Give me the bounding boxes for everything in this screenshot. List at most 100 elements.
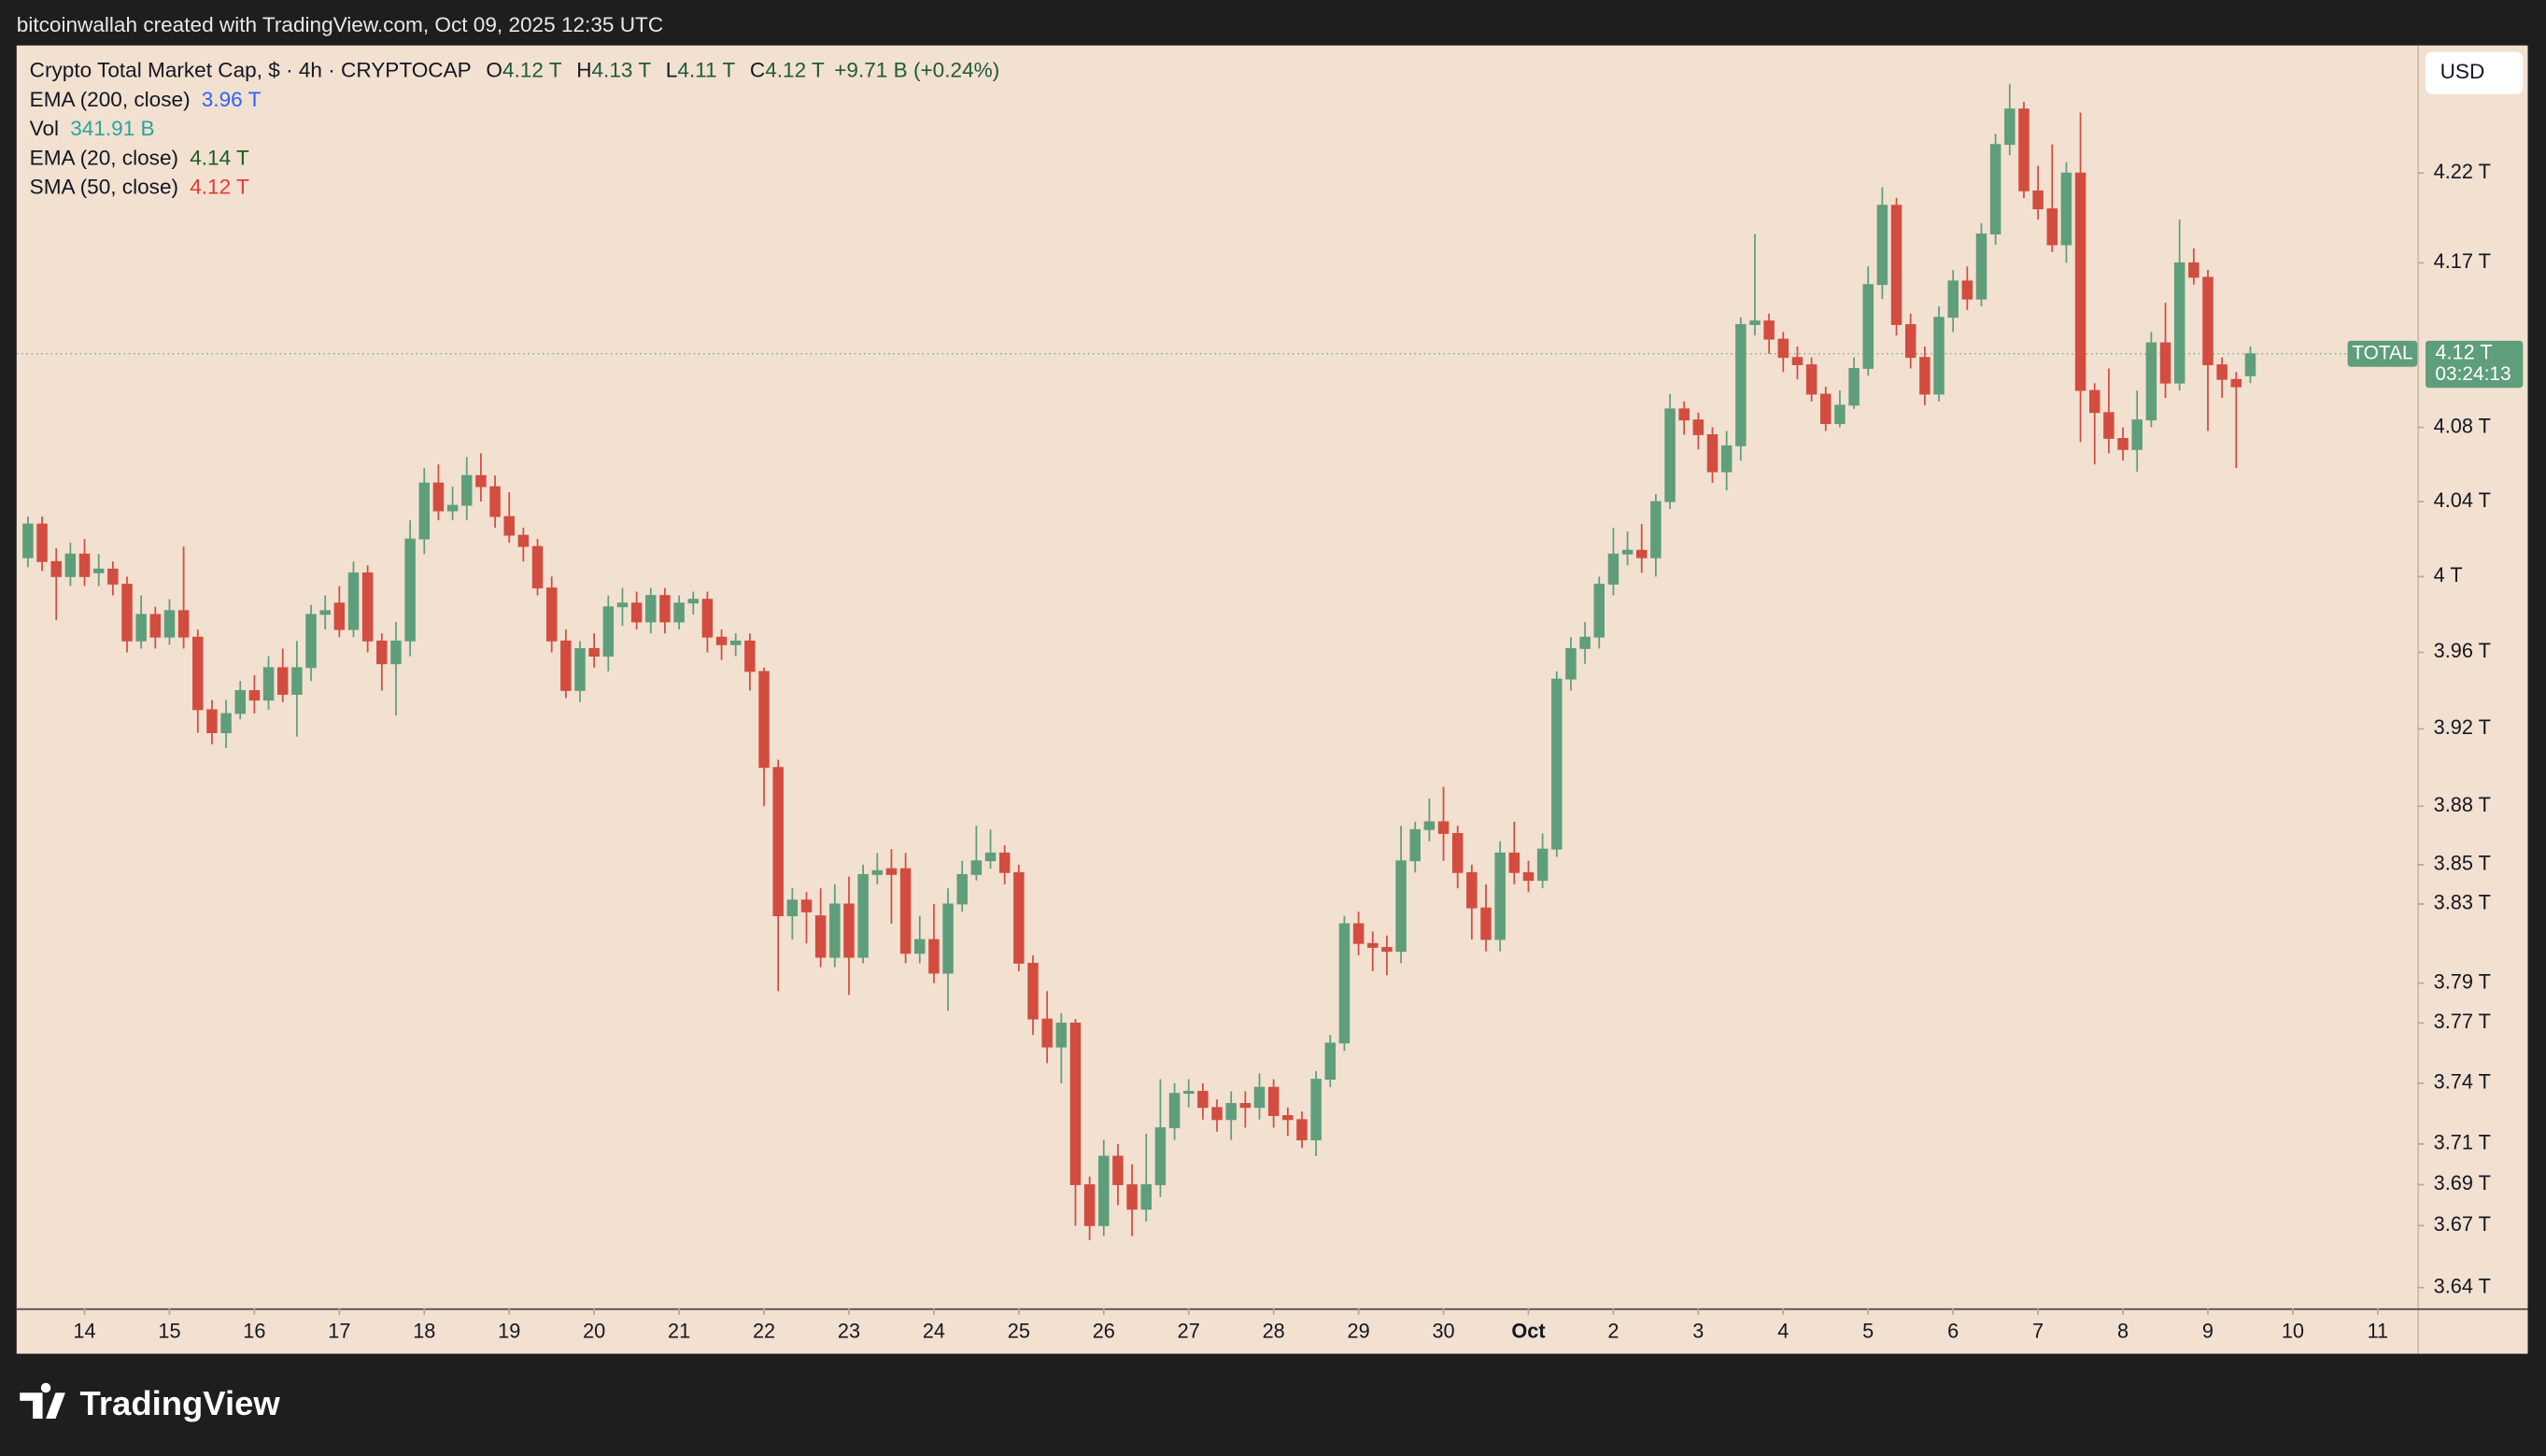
candle-body <box>1791 357 1803 365</box>
candle-body <box>857 873 869 958</box>
candle-body <box>899 868 912 954</box>
legend-title-line: Crypto Total Market Cap, $ · 4h · CRYPTO… <box>30 58 1000 81</box>
candle-body <box>1225 1103 1237 1121</box>
candle-body <box>715 636 728 645</box>
candle-body <box>2103 412 2115 439</box>
candle-body <box>1239 1103 1252 1109</box>
candle-body <box>276 667 289 695</box>
candle-body <box>291 667 303 695</box>
x-tick-label: 26 <box>1093 1320 1115 1343</box>
candle-body <box>1565 647 1577 680</box>
candle-body <box>1381 947 1393 953</box>
price-label: 4.12 T <box>2435 341 2492 364</box>
candle-body <box>1055 1022 1068 1048</box>
x-tick-label: 17 <box>328 1320 350 1343</box>
currency-button[interactable]: USD <box>2425 51 2524 94</box>
indicator-line: EMA (20, close) 4.14 T <box>30 146 249 169</box>
candle-body <box>1267 1086 1280 1116</box>
x-tick-label: 22 <box>753 1320 775 1343</box>
candle-body <box>50 560 62 577</box>
ohlc-key: L <box>666 58 678 81</box>
candle-body <box>1027 962 1039 1020</box>
candle-body <box>673 602 685 623</box>
candle-body <box>1536 848 1549 882</box>
candle-body <box>1409 828 1421 862</box>
indicator-value: 4.14 T <box>190 146 249 169</box>
candle-body <box>248 689 261 701</box>
x-tick-label: 28 <box>1263 1320 1285 1343</box>
candle-body <box>1834 404 1846 425</box>
candle-body <box>347 572 360 630</box>
candle-body <box>192 636 204 711</box>
candle-body <box>2074 172 2086 391</box>
candle-body <box>2131 419 2143 450</box>
candle-body <box>1692 419 1704 435</box>
x-tick-label: 29 <box>1348 1320 1370 1343</box>
candle-body <box>1451 832 1464 873</box>
candle-body <box>531 545 544 588</box>
candle-body <box>1041 1018 1053 1048</box>
candle-body <box>475 474 487 488</box>
candle-body <box>446 504 459 512</box>
x-tick-label: 16 <box>243 1320 265 1343</box>
x-tick-label: 2 <box>1607 1320 1619 1343</box>
candle-body <box>418 482 431 540</box>
brand-logo: TradingView <box>20 1382 280 1422</box>
indicator-name: EMA (20, close) <box>30 146 178 169</box>
y-tick-label: 3.74 T <box>2434 1070 2491 1094</box>
candle-body <box>914 939 926 954</box>
candle-body <box>984 852 997 862</box>
x-tick-label: 9 <box>2202 1320 2214 1343</box>
candle-body <box>1777 338 1789 359</box>
y-tick-label: 4.08 T <box>2434 414 2491 437</box>
candle-body <box>1735 324 1747 446</box>
candle-body <box>1947 280 1959 318</box>
ohlc-value: 4.12 T <box>765 58 825 81</box>
candle-body <box>1069 1022 1082 1185</box>
candle-body <box>1820 393 1832 425</box>
x-tick-label: 11 <box>2368 1320 2389 1343</box>
candle-body <box>390 640 402 665</box>
candle-body <box>1013 871 1025 964</box>
candle-body <box>1168 1093 1181 1128</box>
candle-body <box>2216 364 2228 380</box>
indicator-line: EMA (200, close) 3.96 T <box>30 88 262 111</box>
candle-body <box>1961 280 1973 300</box>
indicator-name: Vol <box>30 117 59 140</box>
candle-body <box>1112 1155 1124 1185</box>
chart-area <box>16 45 2528 1354</box>
candle-body <box>2230 378 2242 388</box>
candle-body <box>1154 1127 1167 1185</box>
x-tick-label: 14 <box>73 1320 95 1343</box>
indicator-name: EMA (200, close) <box>30 88 191 111</box>
candle-body <box>956 873 968 905</box>
candle-body <box>1664 408 1676 502</box>
candle-body <box>2117 437 2129 450</box>
candle-body <box>729 640 742 645</box>
candle-body <box>630 602 643 623</box>
candle-body <box>2159 342 2171 384</box>
indicator-line: SMA (50, close) 4.12 T <box>30 176 249 199</box>
x-tick-label: 27 <box>1178 1320 1200 1343</box>
y-tick-label: 3.77 T <box>2434 1010 2491 1033</box>
candle-body <box>1904 324 1917 359</box>
candle-body <box>2088 389 2100 414</box>
logo-mark <box>20 1382 65 1420</box>
candle-body <box>319 610 331 615</box>
candle-body <box>376 640 388 665</box>
candle-body <box>1098 1155 1110 1226</box>
candle-body <box>1338 923 1351 1044</box>
currency-label[interactable]: USD <box>2440 60 2485 83</box>
candle-body <box>1480 907 1492 940</box>
currency-box[interactable] <box>2425 51 2524 94</box>
x-tick-label: 24 <box>923 1320 945 1343</box>
candle-body <box>1310 1079 1322 1140</box>
candle-body <box>432 482 445 512</box>
candle-body <box>461 474 473 506</box>
candle-body <box>1848 368 1860 406</box>
candle-body <box>545 587 558 642</box>
y-tick-label: 3.69 T <box>2434 1171 2491 1194</box>
ohlc-value: 4.13 T <box>592 58 652 81</box>
candle-body <box>305 614 317 669</box>
candle-body <box>361 572 374 642</box>
